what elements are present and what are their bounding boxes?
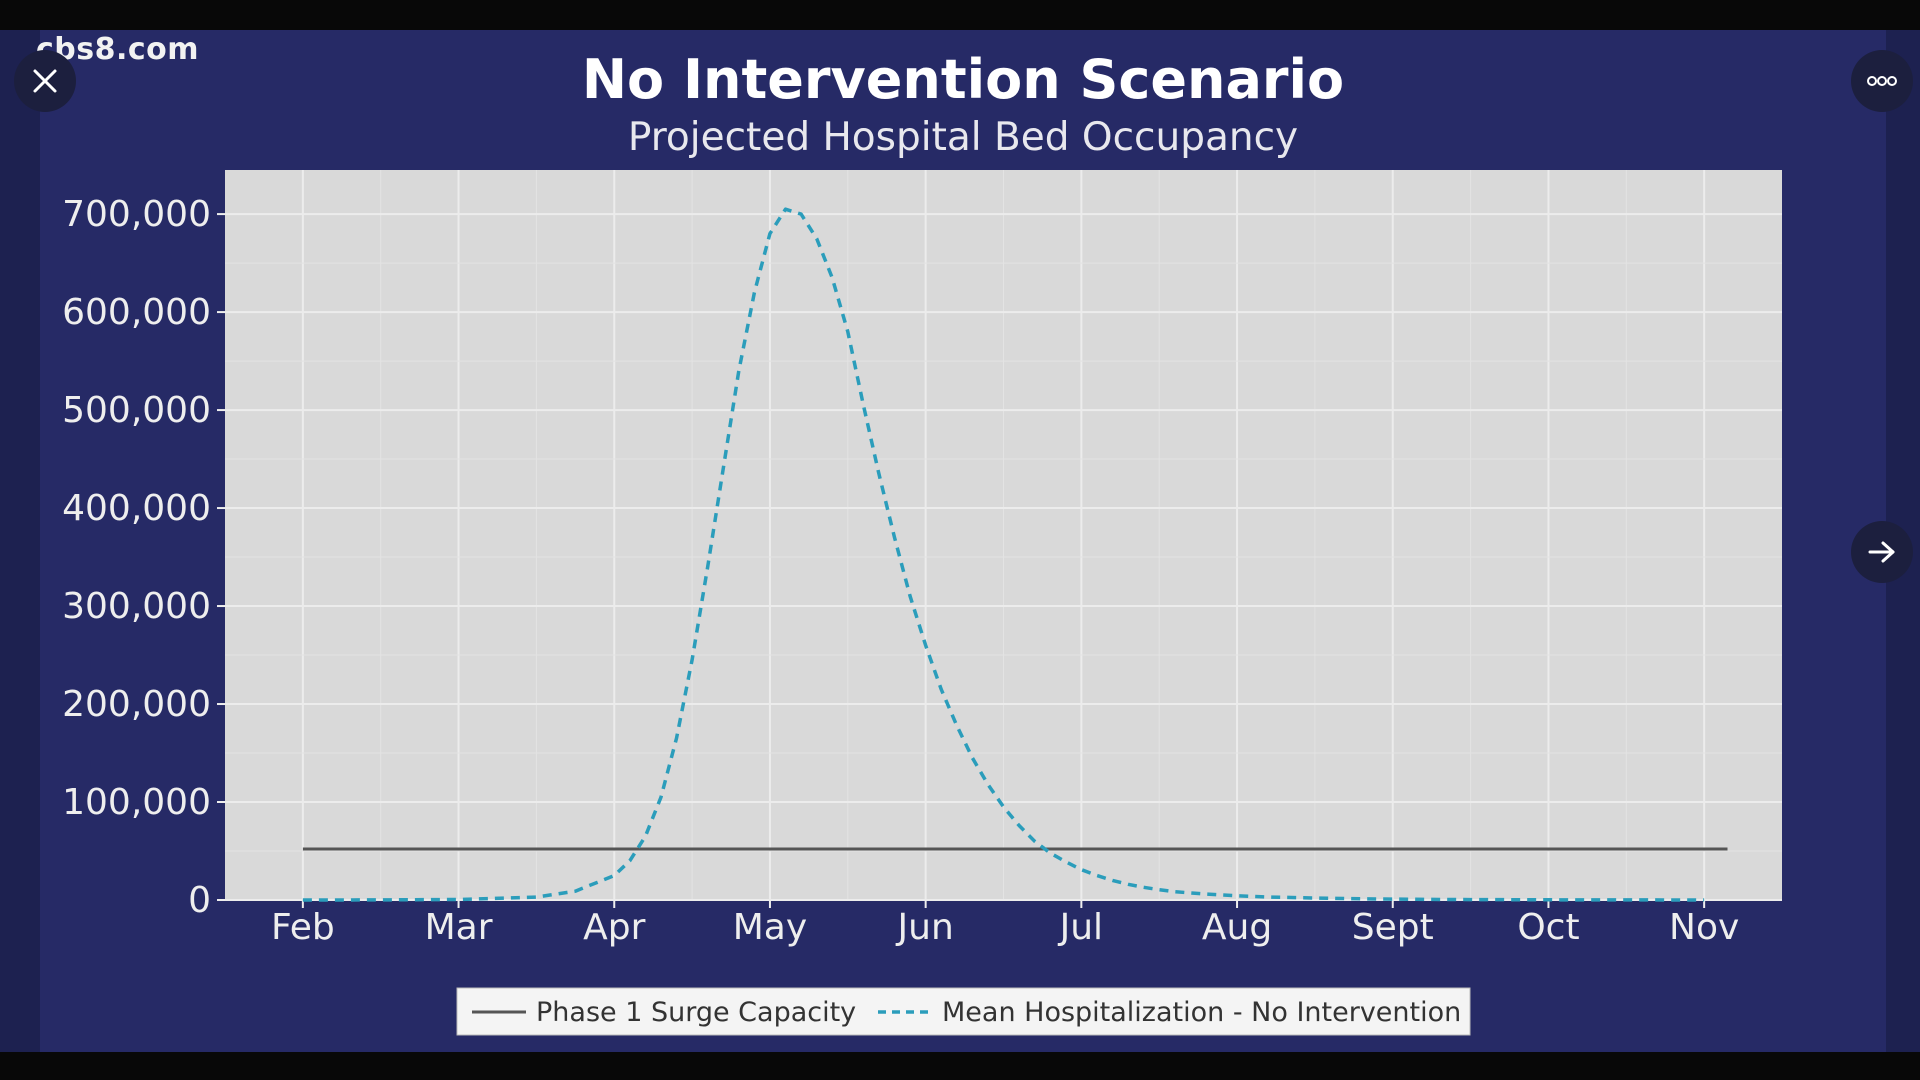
legend-label-capacity: Phase 1 Surge Capacity [536, 997, 856, 1028]
y-tick-label: 100,000 [62, 782, 211, 823]
x-tick-label: Mar [425, 907, 493, 948]
x-tick-label: Aug [1202, 907, 1272, 948]
y-tick-label: 700,000 [62, 194, 211, 235]
more-dots-icon [1867, 76, 1897, 86]
close-icon [33, 69, 57, 93]
chart-title: No Intervention Scenario [582, 48, 1344, 111]
x-tick-label: Oct [1517, 907, 1579, 948]
more-options-button[interactable] [1851, 50, 1913, 112]
legend-label-hospitalization: Mean Hospitalization - No Intervention [942, 997, 1461, 1028]
slide-left-edge [0, 30, 40, 1052]
mean-hospitalization-line [302, 207, 1705, 902]
x-tick-label: Jun [896, 907, 954, 948]
y-tick-label: 0 [188, 880, 211, 921]
grid-lines [225, 170, 1782, 901]
legend-box [456, 987, 1471, 1036]
x-tick-label: Jul [1058, 907, 1103, 948]
next-slide-button[interactable] [1851, 521, 1913, 583]
bottom-bar [0, 1052, 1920, 1080]
legend: Phase 1 Surge Capacity Mean Hospitalizat… [456, 987, 1471, 1036]
y-tick-label: 300,000 [62, 586, 211, 627]
arrow-right-icon [1868, 541, 1895, 563]
y-tick-label: 200,000 [62, 684, 211, 725]
series-lines [302, 207, 1728, 902]
x-tick-label: Nov [1669, 907, 1739, 948]
y-tick-label: 500,000 [62, 390, 211, 431]
y-tick-label: 400,000 [62, 488, 211, 529]
chart-subtitle: Projected Hospital Bed Occupancy [628, 115, 1298, 160]
axes: 0 100,000 200,000 300,000 400,000 500,000 600,… [62, 194, 1739, 948]
x-tick-label: Sept [1352, 907, 1434, 948]
close-button[interactable] [14, 50, 76, 112]
x-tick-label: Feb [271, 907, 335, 948]
x-tick-label: Apr [583, 907, 645, 948]
y-tick-label: 600,000 [62, 292, 211, 333]
x-tick-label: May [733, 907, 807, 948]
